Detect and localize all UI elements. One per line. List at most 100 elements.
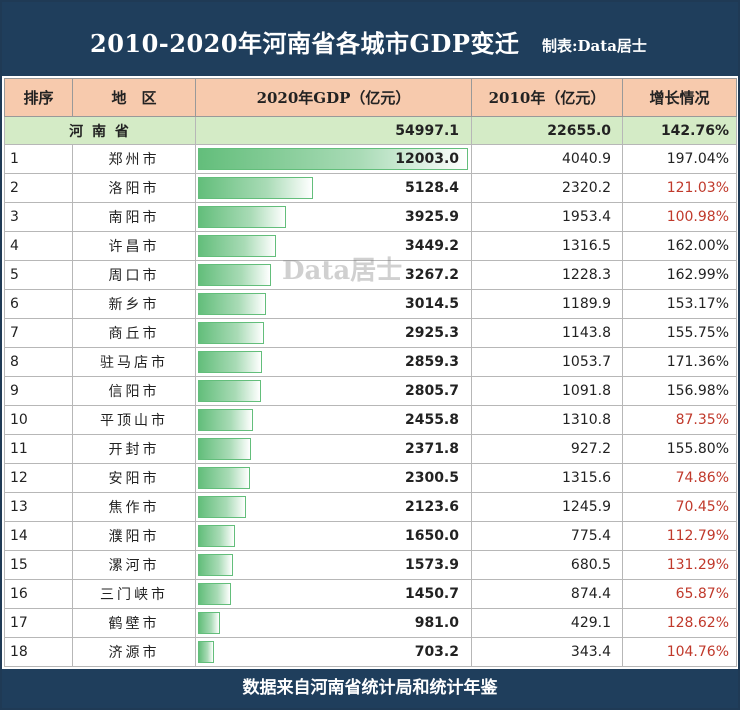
province-gdp2010: 22655.0 — [471, 116, 623, 145]
gdp-data-bar — [198, 380, 261, 402]
table-row: 15 漯河市 1573.9 680.5 131.29% — [4, 550, 737, 580]
gdp-data-bar — [198, 177, 313, 199]
row-gdp2020-cell: 981.0 — [195, 608, 472, 638]
row-gdp2020: 2123.6 — [404, 499, 459, 515]
province-row: 河 南 省 54997.1 22655.0 142.76% — [4, 116, 737, 145]
row-gdp2020-cell: 3449.2 — [195, 231, 472, 261]
row-gdp2020: 5128.4 — [404, 180, 459, 196]
row-gdp2020-cell: 1650.0 — [195, 521, 472, 551]
row-growth: 104.76% — [622, 637, 737, 667]
row-gdp2020: 2805.7 — [404, 383, 459, 399]
header-region: 地 区 — [72, 78, 196, 117]
row-gdp2010: 429.1 — [471, 608, 623, 638]
row-rank: 2 — [4, 173, 73, 203]
table-row: 3 南阳市 3925.9 1953.4 100.98% — [4, 202, 737, 232]
row-rank: 13 — [4, 492, 73, 522]
gdp-data-bar — [198, 293, 266, 315]
row-gdp2020: 1573.9 — [404, 557, 459, 573]
row-growth: 112.79% — [622, 521, 737, 551]
row-rank: 14 — [4, 521, 73, 551]
table-row: 18 济源市 703.2 343.4 104.76% — [4, 637, 737, 667]
gdp-data-bar — [198, 612, 220, 634]
title-bar: 2010-2020年河南省各城市GDP变迁 制表:Data居士 — [2, 2, 738, 76]
row-city: 三门峡市 — [72, 579, 196, 609]
row-gdp2020-cell: 3267.2 — [195, 260, 472, 290]
gdp-data-bar — [198, 206, 286, 228]
row-growth: 155.80% — [622, 434, 737, 464]
row-gdp2020: 12003.0 — [395, 151, 459, 167]
row-gdp2010: 1316.5 — [471, 231, 623, 261]
row-city: 郑州市 — [72, 144, 196, 174]
row-rank: 11 — [4, 434, 73, 464]
header-gdp2020: 2020年GDP（亿元） — [195, 78, 472, 117]
row-gdp2020-cell: 2455.8 — [195, 405, 472, 435]
row-gdp2010: 1053.7 — [471, 347, 623, 377]
row-growth: 121.03% — [622, 173, 737, 203]
row-gdp2020-cell: 703.2 — [195, 637, 472, 667]
province-name: 河 南 省 — [4, 116, 196, 145]
table-row: 8 驻马店市 2859.3 1053.7 171.36% — [4, 347, 737, 377]
gdp-data-bar — [198, 583, 231, 605]
gdp-data-bar — [198, 525, 235, 547]
row-gdp2010: 1245.9 — [471, 492, 623, 522]
row-gdp2020-cell: 2805.7 — [195, 376, 472, 406]
row-gdp2010: 874.4 — [471, 579, 623, 609]
row-growth: 65.87% — [622, 579, 737, 609]
gdp-data-bar — [198, 641, 214, 663]
row-gdp2020-cell: 2859.3 — [195, 347, 472, 377]
row-city: 信阳市 — [72, 376, 196, 406]
row-rank: 5 — [4, 260, 73, 290]
row-gdp2010: 680.5 — [471, 550, 623, 580]
table-row: 10 平顶山市 2455.8 1310.8 87.35% — [4, 405, 737, 435]
row-rank: 15 — [4, 550, 73, 580]
row-rank: 16 — [4, 579, 73, 609]
row-growth: 153.17% — [622, 289, 737, 319]
table-row: 2 洛阳市 5128.4 2320.2 121.03% — [4, 173, 737, 203]
row-gdp2020: 3267.2 — [404, 267, 459, 283]
table-row: 14 濮阳市 1650.0 775.4 112.79% — [4, 521, 737, 551]
row-gdp2010: 4040.9 — [471, 144, 623, 174]
table-row: 1 郑州市 12003.0 4040.9 197.04% — [4, 144, 737, 174]
row-gdp2010: 1143.8 — [471, 318, 623, 348]
row-rank: 10 — [4, 405, 73, 435]
gdp-table: 排序 地 区 2020年GDP（亿元） 2010年（亿元） 增长情况 河 南 省… — [4, 78, 737, 667]
row-city: 洛阳市 — [72, 173, 196, 203]
row-gdp2020: 3449.2 — [404, 238, 459, 254]
header-row: 排序 地 区 2020年GDP（亿元） 2010年（亿元） 增长情况 — [4, 78, 737, 117]
row-gdp2010: 1310.8 — [471, 405, 623, 435]
row-growth: 162.00% — [622, 231, 737, 261]
row-growth: 100.98% — [622, 202, 737, 232]
table-row: 6 新乡市 3014.5 1189.9 153.17% — [4, 289, 737, 319]
row-growth: 197.04% — [622, 144, 737, 174]
gdp-data-bar — [198, 148, 468, 170]
row-gdp2020: 2925.3 — [404, 325, 459, 341]
row-gdp2010: 1315.6 — [471, 463, 623, 493]
row-gdp2020: 2371.8 — [404, 441, 459, 457]
table-row: 5 周口市 3267.2 1228.3 162.99% — [4, 260, 737, 290]
row-gdp2020: 3014.5 — [404, 296, 459, 312]
row-rank: 3 — [4, 202, 73, 232]
gdp-data-bar — [198, 409, 253, 431]
row-rank: 4 — [4, 231, 73, 261]
row-gdp2010: 1228.3 — [471, 260, 623, 290]
row-gdp2010: 343.4 — [471, 637, 623, 667]
gdp-data-bar — [198, 235, 276, 257]
row-gdp2010: 1091.8 — [471, 376, 623, 406]
province-growth: 142.76% — [622, 116, 737, 145]
row-gdp2020: 2859.3 — [404, 354, 459, 370]
row-city: 周口市 — [72, 260, 196, 290]
row-city: 鹤壁市 — [72, 608, 196, 638]
row-city: 安阳市 — [72, 463, 196, 493]
row-growth: 156.98% — [622, 376, 737, 406]
chart-credit: 制表:Data居士 — [542, 37, 647, 55]
row-gdp2010: 927.2 — [471, 434, 623, 464]
row-city: 濮阳市 — [72, 521, 196, 551]
row-gdp2020: 2455.8 — [404, 412, 459, 428]
gdp-data-bar — [198, 554, 233, 576]
row-gdp2020-cell: 1573.9 — [195, 550, 472, 580]
row-growth: 131.29% — [622, 550, 737, 580]
table-row: 4 许昌市 3449.2 1316.5 162.00% — [4, 231, 737, 261]
row-rank: 6 — [4, 289, 73, 319]
row-gdp2010: 775.4 — [471, 521, 623, 551]
row-gdp2020: 3925.9 — [404, 209, 459, 225]
